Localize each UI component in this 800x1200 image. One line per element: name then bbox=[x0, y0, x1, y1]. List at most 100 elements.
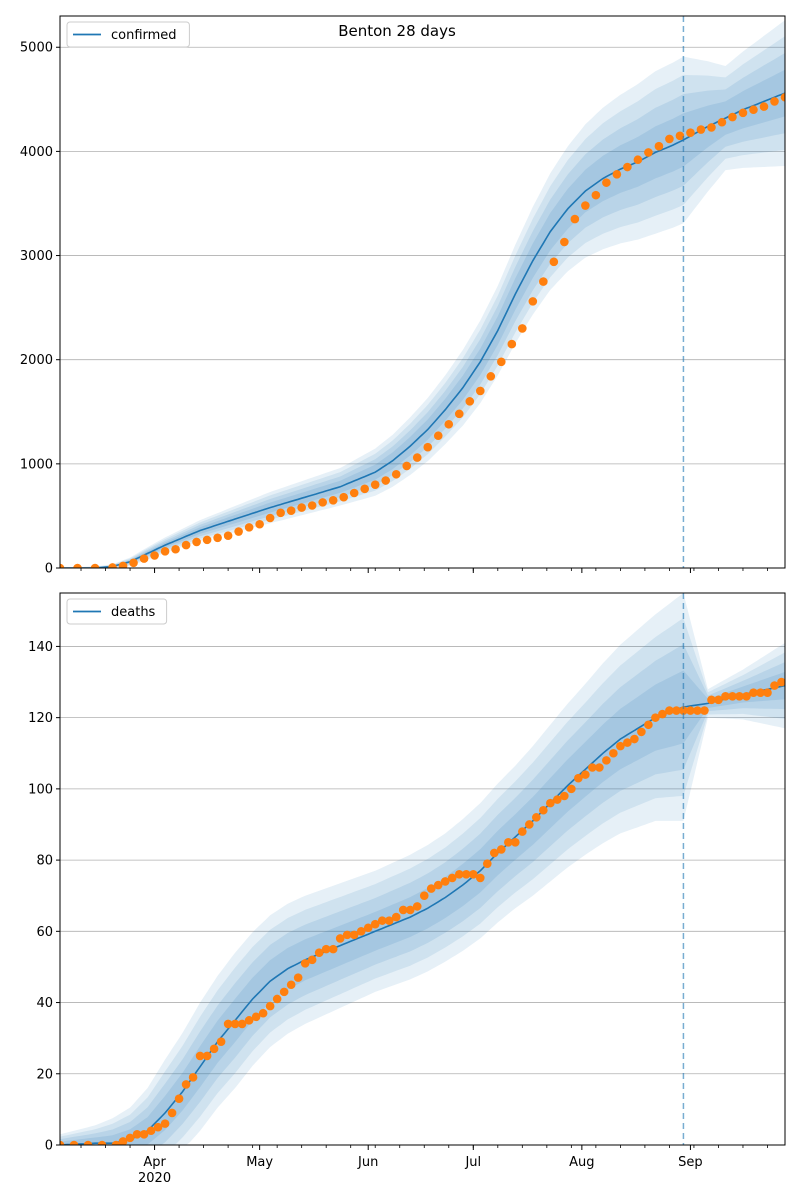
observed-point bbox=[525, 820, 534, 829]
observed-point bbox=[595, 763, 604, 772]
observed-point bbox=[132, 1130, 142, 1139]
observed-point bbox=[349, 488, 359, 498]
observed-point bbox=[223, 1019, 233, 1029]
model-line bbox=[60, 92, 785, 568]
observed-point bbox=[686, 706, 695, 715]
observed-point bbox=[560, 237, 569, 247]
y-tick-label: 3000 bbox=[20, 249, 53, 264]
observed-point bbox=[482, 859, 492, 868]
observed-point bbox=[244, 523, 254, 532]
y-tick-label: 60 bbox=[36, 925, 53, 940]
observed-point bbox=[181, 540, 191, 550]
observed-point bbox=[581, 201, 590, 210]
deaths-panel: 0 20 40 60 80 100 120 140 Apr May Jun Jul Aug Sep 2020… bbox=[28, 592, 786, 1186]
observed-point bbox=[707, 695, 716, 705]
y-tick-label: 5000 bbox=[20, 41, 53, 56]
observed-point bbox=[244, 1016, 254, 1025]
observed-point bbox=[553, 795, 562, 804]
y-tick-label: 0 bbox=[45, 562, 53, 577]
observed-point bbox=[633, 155, 643, 165]
observed-point bbox=[129, 558, 138, 568]
observed-point bbox=[314, 948, 324, 957]
observed-point bbox=[118, 1137, 128, 1145]
observed-point bbox=[402, 461, 412, 471]
observed-point bbox=[454, 870, 464, 879]
observed-point bbox=[171, 544, 180, 554]
y-tick-label: 40 bbox=[36, 996, 53, 1011]
observed-point bbox=[679, 706, 688, 715]
observed-point bbox=[384, 916, 394, 925]
plot-area bbox=[60, 20, 785, 568]
observed-point bbox=[539, 805, 548, 815]
y-tick-label: 100 bbox=[28, 782, 53, 797]
observed-point bbox=[528, 297, 538, 306]
observed-point bbox=[307, 955, 317, 965]
observed-point bbox=[419, 891, 429, 901]
y-tick-label: 0 bbox=[45, 1139, 53, 1154]
observed-point bbox=[518, 827, 527, 836]
observed-point bbox=[286, 980, 296, 990]
observed-point bbox=[721, 691, 730, 701]
observed-point bbox=[160, 547, 170, 556]
y-tick-label: 80 bbox=[36, 854, 53, 869]
observed-point bbox=[644, 148, 653, 157]
x-tick-label: Jul bbox=[464, 1155, 481, 1170]
observed-point bbox=[654, 141, 664, 151]
observed-point bbox=[192, 537, 201, 547]
observed-point bbox=[391, 912, 401, 922]
observed-point bbox=[591, 190, 601, 200]
observed-point bbox=[602, 178, 611, 187]
observed-point bbox=[623, 162, 632, 172]
axes-frame bbox=[59, 15, 786, 569]
observed-point bbox=[328, 944, 338, 954]
observed-point bbox=[370, 919, 380, 929]
observed-point bbox=[532, 813, 541, 822]
observed-point bbox=[293, 973, 303, 982]
observed-point bbox=[714, 695, 723, 705]
observed-point bbox=[780, 92, 785, 102]
observed-point bbox=[717, 117, 727, 127]
observed-point bbox=[616, 741, 625, 751]
observed-point bbox=[770, 681, 779, 690]
observed-point bbox=[588, 763, 597, 772]
uncertainty-band bbox=[60, 36, 785, 568]
observed-point bbox=[609, 748, 618, 758]
observed-point bbox=[665, 134, 674, 144]
legend-label: confirmed bbox=[111, 28, 177, 43]
observed-point bbox=[749, 105, 758, 115]
legend-box bbox=[66, 21, 190, 48]
observed-point bbox=[763, 688, 772, 698]
observed-point bbox=[255, 519, 264, 529]
observed-point bbox=[567, 784, 576, 794]
observed-point bbox=[749, 688, 758, 698]
observed-point bbox=[612, 170, 622, 179]
observed-point bbox=[728, 112, 737, 122]
observed-point bbox=[391, 469, 401, 479]
x-year-label: 2020 bbox=[138, 1171, 171, 1186]
legend: deaths bbox=[66, 598, 168, 625]
x-tick-label: Sep bbox=[678, 1155, 703, 1170]
observed-point bbox=[209, 1044, 219, 1054]
observed-point bbox=[426, 884, 436, 893]
uncertainty-band bbox=[60, 593, 785, 1145]
observed-point bbox=[339, 492, 348, 502]
observed-point bbox=[318, 498, 327, 507]
observed-point bbox=[195, 1051, 205, 1061]
observed-point bbox=[150, 551, 159, 560]
observed-point bbox=[497, 845, 506, 854]
observed-point bbox=[759, 102, 769, 111]
observed-point bbox=[202, 535, 212, 545]
legend-label: deaths bbox=[111, 605, 156, 620]
observed-point bbox=[770, 97, 779, 106]
observed-point bbox=[356, 927, 366, 936]
observed-point bbox=[279, 987, 289, 997]
observed-point bbox=[272, 994, 282, 1004]
observed-point bbox=[307, 501, 317, 510]
observed-point bbox=[675, 131, 685, 141]
observed-point bbox=[370, 480, 380, 489]
observed-point bbox=[412, 453, 422, 462]
observed-point bbox=[465, 397, 475, 406]
observed-point bbox=[108, 563, 117, 568]
observed-point bbox=[118, 561, 128, 568]
observed-point bbox=[549, 257, 559, 267]
